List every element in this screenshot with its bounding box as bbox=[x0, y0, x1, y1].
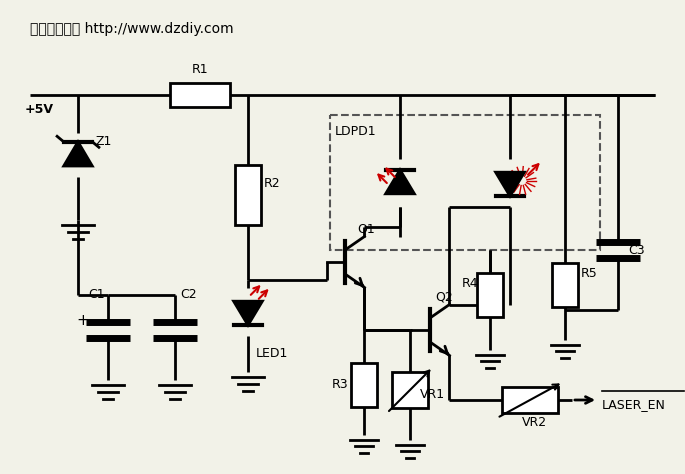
Bar bbox=[552, 263, 578, 307]
Bar bbox=[235, 165, 261, 225]
Polygon shape bbox=[234, 301, 262, 325]
Text: VR1: VR1 bbox=[420, 388, 445, 401]
Text: LED1: LED1 bbox=[256, 347, 288, 360]
Bar bbox=[392, 372, 428, 408]
Text: Q2: Q2 bbox=[435, 290, 453, 303]
Text: R4: R4 bbox=[462, 277, 479, 290]
Text: C3: C3 bbox=[628, 244, 645, 256]
Text: 电子制作天地 http://www.dzdiy.com: 电子制作天地 http://www.dzdiy.com bbox=[30, 22, 234, 36]
Bar bbox=[502, 387, 558, 413]
Text: +5V: +5V bbox=[25, 103, 54, 116]
Text: Z1: Z1 bbox=[96, 135, 112, 148]
Polygon shape bbox=[496, 172, 525, 196]
Polygon shape bbox=[64, 142, 92, 166]
Text: C1: C1 bbox=[88, 288, 105, 301]
Text: R5: R5 bbox=[581, 267, 598, 280]
Text: C2: C2 bbox=[180, 288, 197, 301]
Text: LASER_EN: LASER_EN bbox=[602, 399, 666, 411]
Bar bbox=[477, 273, 503, 317]
Text: +: + bbox=[76, 313, 89, 328]
Text: VR2: VR2 bbox=[522, 416, 547, 429]
Bar bbox=[351, 363, 377, 407]
Text: R2: R2 bbox=[264, 177, 281, 190]
Bar bbox=[330, 115, 600, 250]
Text: LDPD1: LDPD1 bbox=[335, 125, 377, 138]
Text: R1: R1 bbox=[192, 63, 208, 76]
Text: R3: R3 bbox=[332, 379, 349, 392]
Text: Q1: Q1 bbox=[357, 222, 375, 235]
Bar bbox=[170, 83, 230, 107]
Polygon shape bbox=[386, 170, 414, 194]
